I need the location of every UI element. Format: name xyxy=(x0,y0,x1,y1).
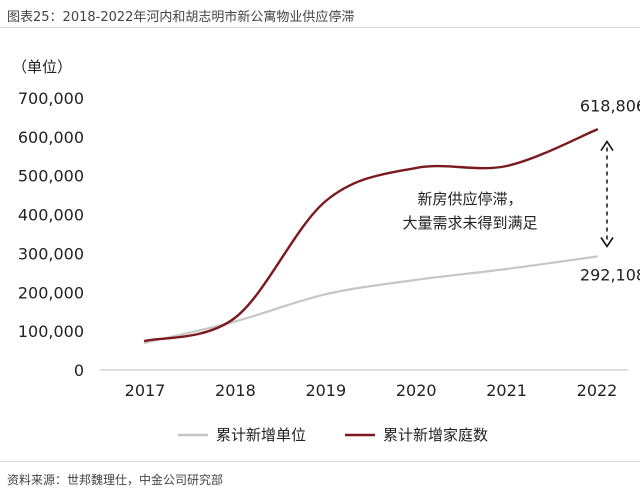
top-divider xyxy=(0,27,640,28)
y-tick-label: 100,000 xyxy=(18,322,84,341)
legend-label: 累计新增家庭数 xyxy=(383,426,488,444)
data-label: 292,108 xyxy=(580,265,640,284)
x-axis-ticks: 2017 2018 2019 2020 2021 2022 xyxy=(125,381,618,400)
figure-title: 图表25：2018-2022年河内和胡志明市新公寓物业供应停滞 xyxy=(7,10,355,25)
x-tick-label: 2018 xyxy=(215,381,256,400)
y-tick-label: 300,000 xyxy=(18,244,84,263)
y-axis-ticks: 0 100,000 200,000 300,000 400,000 500,000 600,… xyxy=(18,89,84,380)
data-label: 618,806 xyxy=(580,97,640,116)
x-tick-label: 2020 xyxy=(396,381,437,400)
annotation-text-line: 新房供应停滞， xyxy=(417,190,522,208)
x-tick-label: 2017 xyxy=(125,381,166,400)
series-group xyxy=(143,128,599,344)
y-tick-label: 400,000 xyxy=(18,206,84,225)
data-labels: 618,806 292,108 xyxy=(580,97,640,285)
annotation-arrow-head-down xyxy=(600,237,614,248)
annotation: 新房供应停滞， 大量需求未得到满足 xyxy=(402,140,614,248)
y-axis-unit: （单位） xyxy=(12,58,72,76)
legend-label: 累计新增单位 xyxy=(216,426,306,444)
y-tick-label: 200,000 xyxy=(18,283,84,302)
annotation-arrow-head-up xyxy=(600,140,614,151)
y-tick-label: 600,000 xyxy=(18,128,84,147)
x-tick-label: 2022 xyxy=(577,381,618,400)
legend: 累计新增单位 累计新增家庭数 xyxy=(178,426,488,444)
bottom-divider xyxy=(0,461,640,462)
source-note: 资料来源：世邦魏理仕，中金公司研究部 xyxy=(7,473,224,487)
line-chart: （单位） 0 100,000 200,000 300,000 400,000 500,00… xyxy=(12,58,640,444)
annotation-text-line: 大量需求未得到满足 xyxy=(402,214,537,232)
y-tick-label: 500,000 xyxy=(18,167,84,186)
series-line-households xyxy=(143,128,599,343)
y-tick-label: 0 xyxy=(74,361,84,380)
x-tick-label: 2019 xyxy=(305,381,346,400)
x-tick-label: 2021 xyxy=(486,381,527,400)
y-tick-label: 700,000 xyxy=(18,89,84,108)
